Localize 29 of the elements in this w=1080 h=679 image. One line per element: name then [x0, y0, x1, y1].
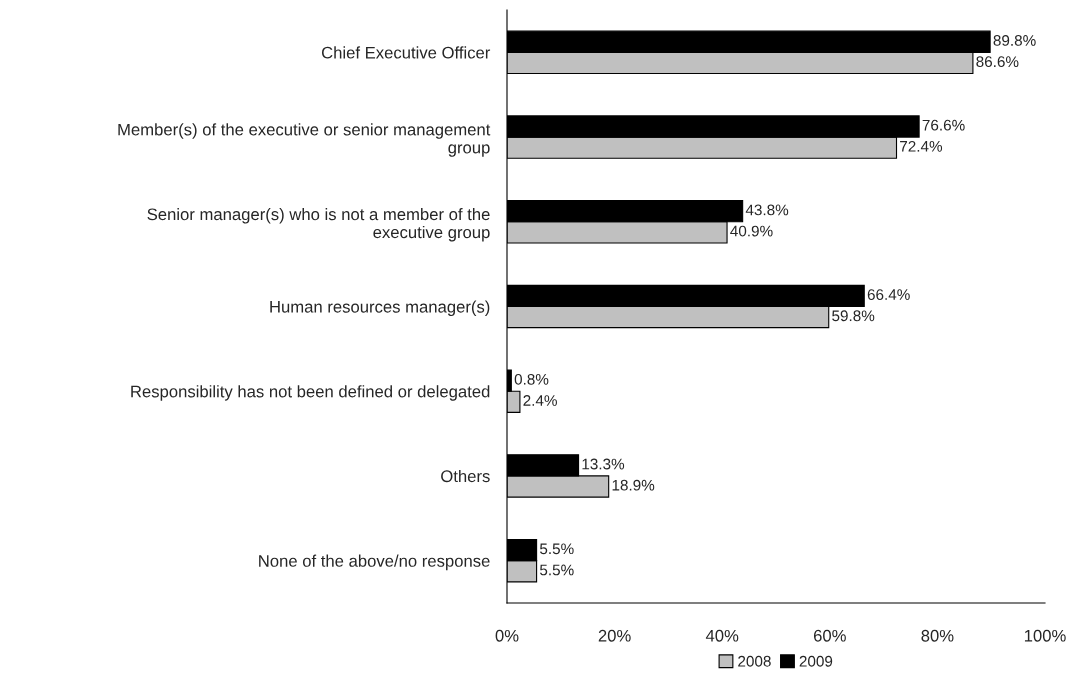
legend-label: 2008: [738, 655, 771, 667]
y-tick-label: Member(s) of the executive or senior management group: [118, 123, 491, 157]
y-tick-label: Senior manager(s) who is not a member of the executive group: [147, 207, 490, 242]
x-tick-label: 60%: [813, 629, 846, 642]
data-label: 66.4%: [867, 289, 910, 301]
data-label: 89.8%: [993, 35, 1036, 46]
data-label: 13.3%: [582, 458, 625, 470]
data-label: 2.4%: [523, 395, 557, 406]
y-tick-label: Responsibility has not been defined or delegated: [131, 385, 490, 401]
data-label: 18.9%: [612, 479, 655, 491]
data-label: 43.8%: [745, 204, 789, 216]
legend-label: 2009: [799, 655, 833, 667]
data-label: 59.8%: [832, 310, 875, 322]
x-tick-label: 0%: [495, 629, 519, 642]
data-label: 72.4%: [900, 140, 943, 152]
x-tick-label: 20%: [598, 629, 631, 642]
x-tick-label: 100%: [1024, 629, 1066, 642]
data-label: 86.6%: [976, 56, 1019, 68]
data-label: 5.5%: [539, 564, 574, 576]
x-tick-label: 40%: [705, 629, 739, 642]
data-label: 5.5%: [539, 543, 574, 555]
data-label: 0.8%: [514, 373, 549, 385]
data-label: 76.6%: [922, 119, 965, 131]
y-tick-label: Human resources manager(s): [270, 300, 490, 316]
y-tick-label: Others: [441, 469, 490, 483]
y-tick-label: Chief Executive Officer: [321, 46, 491, 59]
data-label: 40.9%: [730, 225, 773, 237]
x-tick-label: 80%: [921, 629, 954, 642]
y-tick-label: None of the above/no response: [259, 554, 490, 571]
